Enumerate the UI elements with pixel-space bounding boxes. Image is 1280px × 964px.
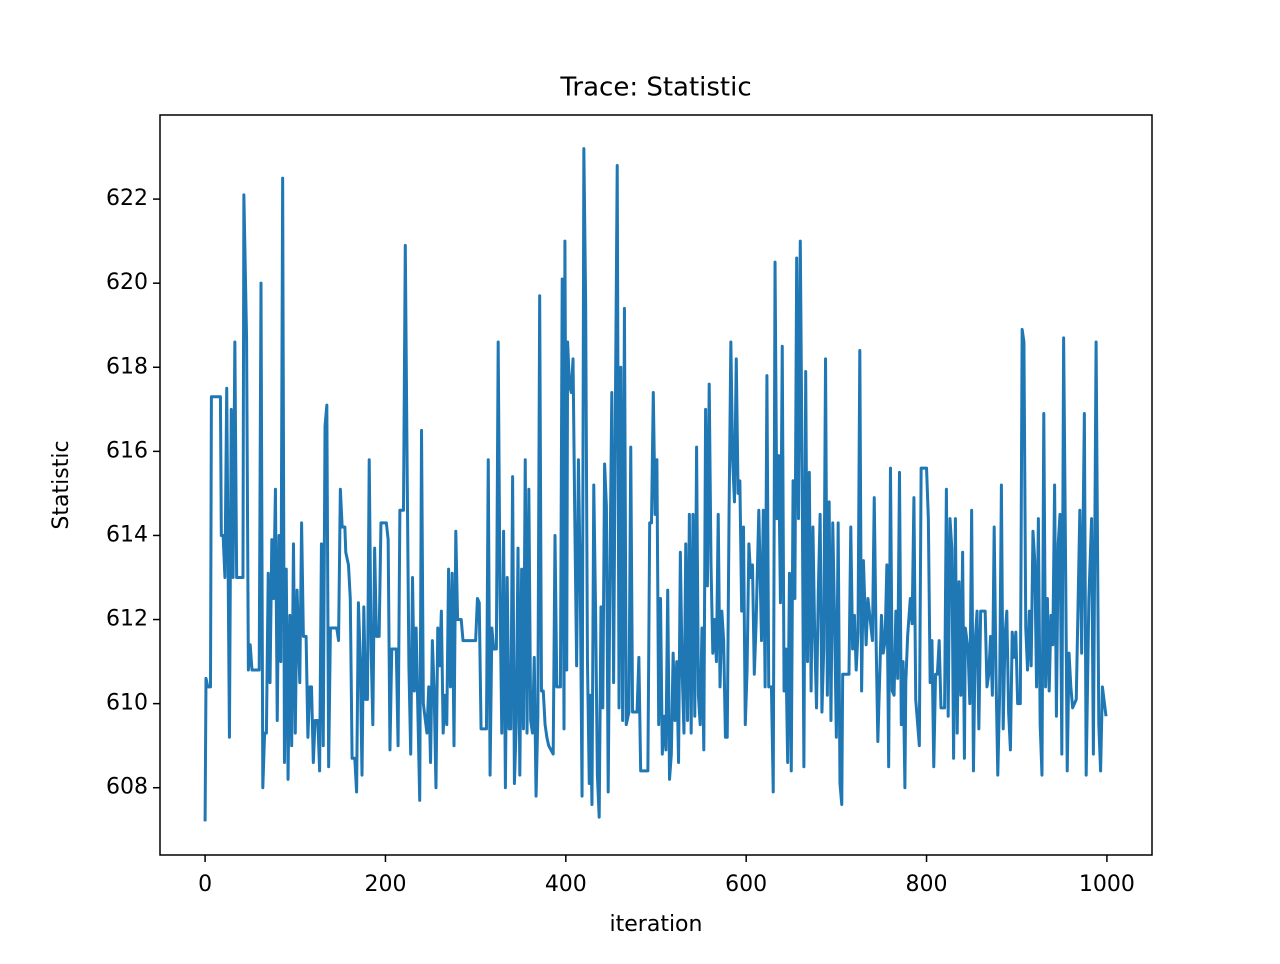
x-tick-label: 400 (545, 872, 587, 897)
trace-line (203, 147, 1108, 822)
y-tick-label: 612 (106, 607, 148, 632)
y-tick-label: 618 (106, 354, 148, 379)
y-tick-label: 610 (106, 691, 148, 716)
y-tick-label: 616 (106, 438, 148, 463)
y-tick-label: 614 (106, 522, 148, 547)
x-tick-label: 0 (198, 872, 212, 897)
y-axis-label: Statistic (49, 440, 74, 529)
x-axis-label: iteration (610, 912, 703, 937)
x-tick-label: 200 (364, 872, 406, 897)
y-tick-label: 622 (106, 186, 148, 211)
x-tick-label: 1000 (1079, 872, 1135, 897)
y-tick-label: 608 (106, 775, 148, 800)
x-tick-label: 600 (725, 872, 767, 897)
x-tick-label: 800 (906, 872, 948, 897)
plot-frame (159, 114, 1153, 856)
chart-title: Trace: Statistic (559, 73, 751, 103)
y-tick-label: 620 (106, 270, 148, 295)
